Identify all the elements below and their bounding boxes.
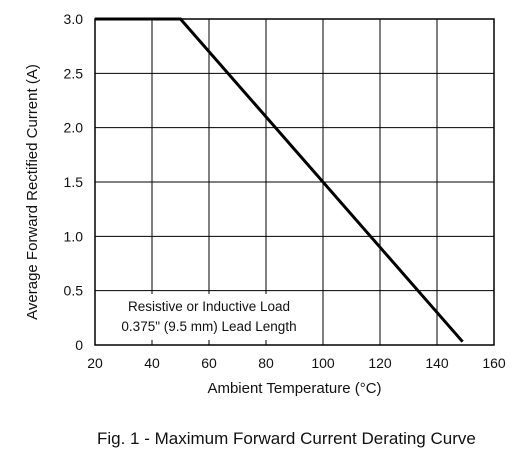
plot-area-frame [94,18,495,346]
y-tick-label-0: 0 [75,337,83,353]
y-tick-label-1: 0.5 [64,283,84,299]
figure-caption: Fig. 1 - Maximum Forward Current Deratin… [97,429,476,448]
y-tick-label-3: 1.5 [64,174,84,190]
x-axis-ticks: 20 40 60 80 100 120 140 160 [87,355,506,371]
grid [95,19,494,345]
y-tick-label-2: 1.0 [64,228,84,244]
series-layer [95,17,464,343]
y-tick-label-6: 3.0 [64,11,84,27]
x-tick-label-3: 80 [258,355,274,371]
x-tick-label-7: 160 [482,355,506,371]
x-axis-title: Ambient Temperature (°C) [207,380,381,397]
annotation-line-2: 0.375" (9.5 mm) Lead Length [121,319,296,334]
series-line-0 [95,17,464,343]
x-tick-label-1: 40 [144,355,160,371]
x-tick-label-2: 60 [201,355,217,371]
x-tick-label-4: 100 [311,355,335,371]
y-axis-title: Average Forward Rectified Current (A) [24,64,41,320]
x-tick-label-0: 20 [87,355,103,371]
annotation-box [101,294,317,340]
y-axis-ticks: 0 0.5 1.0 1.5 2.0 2.5 3.0 [64,11,84,353]
annotation-line-1: Resistive or Inductive Load [128,299,290,314]
x-tick-label-6: 140 [425,355,449,371]
y-tick-label-5: 2.5 [64,65,84,81]
y-tick-label-4: 2.0 [64,120,84,136]
x-tick-label-5: 120 [368,355,392,371]
